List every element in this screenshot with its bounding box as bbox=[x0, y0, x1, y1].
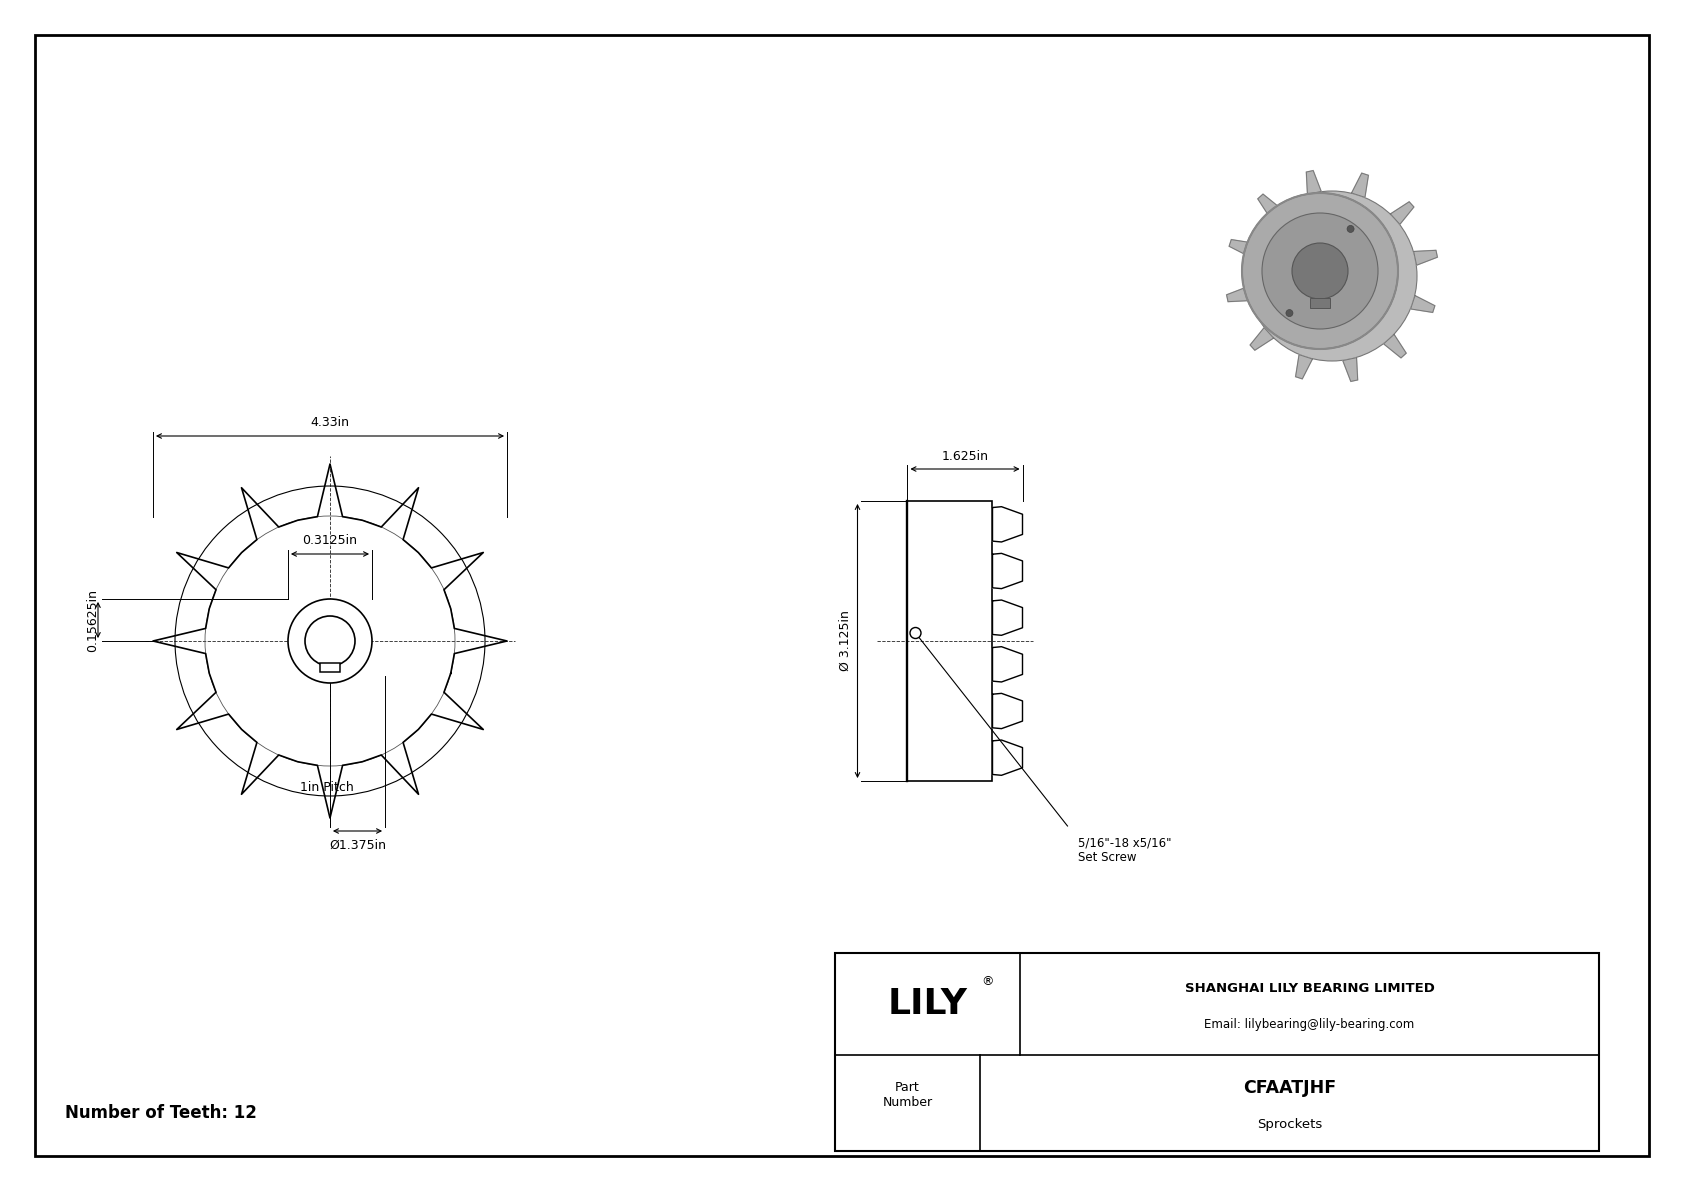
Polygon shape bbox=[1352, 173, 1369, 198]
Polygon shape bbox=[153, 464, 507, 818]
Text: LILY: LILY bbox=[887, 987, 967, 1021]
Polygon shape bbox=[992, 600, 1022, 635]
Polygon shape bbox=[1229, 239, 1253, 256]
Text: Part
Number: Part Number bbox=[882, 1081, 933, 1109]
Text: Email: lilybearing@lily-bearing.com: Email: lilybearing@lily-bearing.com bbox=[1204, 1018, 1415, 1031]
Bar bbox=[1310, 298, 1330, 308]
Polygon shape bbox=[1226, 287, 1250, 301]
Circle shape bbox=[1261, 213, 1378, 329]
Text: Number of Teeth: 12: Number of Teeth: 12 bbox=[66, 1104, 258, 1122]
Polygon shape bbox=[992, 647, 1022, 682]
Text: 5/16"-18 x5/16"
Set Screw: 5/16"-18 x5/16" Set Screw bbox=[1078, 836, 1170, 863]
Polygon shape bbox=[1384, 335, 1406, 357]
Circle shape bbox=[1292, 243, 1347, 299]
Polygon shape bbox=[1250, 328, 1273, 350]
Polygon shape bbox=[992, 740, 1022, 775]
Circle shape bbox=[305, 616, 355, 666]
Polygon shape bbox=[1295, 355, 1312, 379]
Circle shape bbox=[1347, 225, 1354, 232]
Circle shape bbox=[288, 599, 372, 682]
Circle shape bbox=[1246, 191, 1416, 361]
Bar bbox=[320, 663, 340, 672]
Circle shape bbox=[1287, 310, 1293, 317]
Text: 4.33in: 4.33in bbox=[310, 416, 350, 429]
Polygon shape bbox=[1391, 201, 1415, 224]
Text: 0.3125in: 0.3125in bbox=[303, 535, 357, 548]
Text: Ø1.375in: Ø1.375in bbox=[328, 838, 386, 852]
Polygon shape bbox=[992, 554, 1022, 588]
Text: ®: ® bbox=[982, 975, 994, 989]
Text: 1.625in: 1.625in bbox=[941, 449, 989, 462]
Polygon shape bbox=[1413, 250, 1438, 266]
Polygon shape bbox=[1258, 194, 1280, 218]
Bar bbox=[835, 953, 1600, 1151]
Polygon shape bbox=[1411, 295, 1435, 312]
Text: SHANGHAI LILY BEARING LIMITED: SHANGHAI LILY BEARING LIMITED bbox=[1184, 983, 1435, 996]
Bar bbox=[908, 501, 992, 781]
Polygon shape bbox=[1307, 170, 1322, 194]
Polygon shape bbox=[1342, 357, 1357, 381]
Text: 0.15625in: 0.15625in bbox=[86, 588, 99, 651]
Polygon shape bbox=[992, 506, 1022, 542]
Circle shape bbox=[1243, 193, 1398, 349]
Text: Sprockets: Sprockets bbox=[1256, 1117, 1322, 1130]
Text: CFAATJHF: CFAATJHF bbox=[1243, 1079, 1335, 1097]
Text: 1in Pitch: 1in Pitch bbox=[300, 781, 354, 794]
Circle shape bbox=[909, 628, 921, 638]
Polygon shape bbox=[992, 693, 1022, 729]
Text: Ø 3.125in: Ø 3.125in bbox=[839, 611, 852, 672]
